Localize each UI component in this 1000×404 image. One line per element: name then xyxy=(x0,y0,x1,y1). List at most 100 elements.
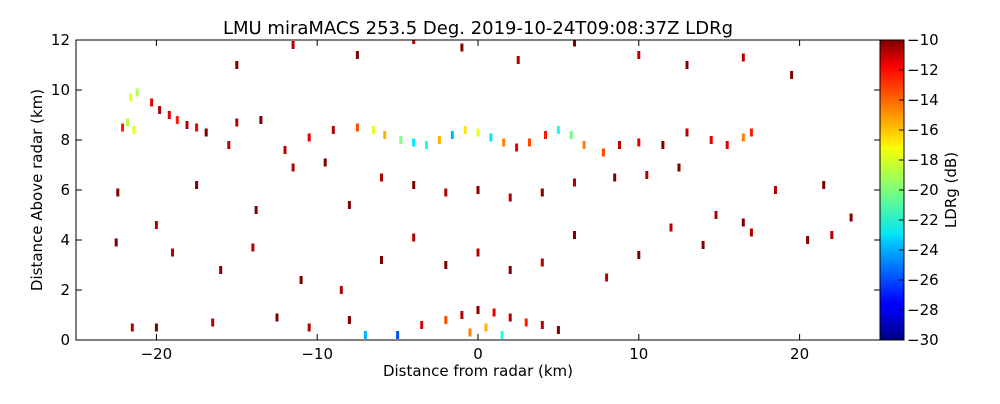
radar-return-point xyxy=(516,56,520,64)
radar-return-point xyxy=(637,138,641,147)
radar-return-point xyxy=(556,126,560,134)
radar-return-point xyxy=(154,323,158,332)
radar-return-point xyxy=(347,316,351,324)
radar-return-point xyxy=(569,131,573,139)
radar-return-point xyxy=(528,138,531,147)
radar-return-point xyxy=(425,141,428,149)
radar-return-point xyxy=(235,61,239,69)
radar-return-point xyxy=(323,158,327,167)
chart-title: LMU miraMACS 253.5 Deg. 2019-10-24T09:08… xyxy=(223,18,733,39)
radar-return-point xyxy=(460,43,464,52)
radar-return-point xyxy=(540,321,544,329)
y-axis: 0 2 4 6 8 10 12 xyxy=(51,31,880,349)
radar-return-point xyxy=(129,93,133,102)
radar-return-point xyxy=(114,238,118,247)
colorbar-tick-label: −26 xyxy=(907,271,939,289)
radar-return-point xyxy=(450,131,454,139)
radar-return-point xyxy=(412,181,416,189)
radar-return-point xyxy=(291,41,295,49)
radar-return-point xyxy=(508,193,512,202)
radar-return-point xyxy=(204,128,208,137)
radar-return-point xyxy=(291,163,295,172)
radar-return-point xyxy=(355,123,359,132)
radar-return-point xyxy=(524,318,528,327)
radar-return-point xyxy=(669,223,673,232)
colorbar-tick-label: −12 xyxy=(907,61,939,79)
colorbar-tick-label: −20 xyxy=(907,181,939,199)
radar-return-point xyxy=(701,241,705,249)
radar-return-point xyxy=(363,331,367,339)
radar-return-point xyxy=(283,146,287,154)
radar-return-point xyxy=(135,88,139,97)
radar-return-point xyxy=(822,181,826,189)
x-tick-label: −20 xyxy=(141,345,173,363)
radar-return-point xyxy=(685,61,689,69)
radar-return-point xyxy=(484,323,488,332)
radar-return-point xyxy=(508,266,512,274)
radar-return-point xyxy=(154,221,158,229)
radar-return-point xyxy=(508,313,512,322)
radar-return-point xyxy=(175,116,179,124)
radar-return-point xyxy=(307,323,311,332)
radar-return-point xyxy=(573,178,576,187)
radar-return-point xyxy=(219,266,223,274)
radar-return-point xyxy=(396,331,400,339)
radar-return-point xyxy=(126,118,129,127)
y-axis-label: Distance Above radar (km) xyxy=(28,89,46,291)
radar-return-point xyxy=(412,138,416,147)
radar-return-point xyxy=(468,328,472,337)
radar-return-point xyxy=(275,313,279,322)
radar-return-point xyxy=(637,51,641,59)
radar-return-point xyxy=(339,286,343,294)
radar-return-point xyxy=(116,188,120,197)
radar-return-point xyxy=(307,133,311,142)
radar-return-point xyxy=(709,136,713,144)
radar-return-point xyxy=(500,331,504,339)
radar-return-point xyxy=(331,126,335,134)
y-tick-label: 2 xyxy=(60,281,70,299)
radar-return-point xyxy=(130,323,134,332)
radar-return-point xyxy=(790,71,794,79)
radar-return-point xyxy=(251,243,255,252)
y-tick-label: 6 xyxy=(60,181,70,199)
radar-returns xyxy=(114,40,853,339)
y-tick-label: 0 xyxy=(60,331,70,349)
radar-return-point xyxy=(412,233,416,242)
colorbar-tick-label: −30 xyxy=(907,331,939,349)
colorbar-tick-label: −14 xyxy=(907,91,939,109)
radar-return-point xyxy=(171,248,174,257)
radar-return-point xyxy=(806,236,810,244)
colorbar-tick-label: −18 xyxy=(907,151,939,169)
colorbar-tick-label: −24 xyxy=(907,241,939,259)
radar-return-point xyxy=(476,306,480,314)
radar-return-point xyxy=(741,218,745,227)
x-tick-label: 10 xyxy=(629,345,648,363)
radar-return-point xyxy=(476,128,480,137)
y-tick-label: 8 xyxy=(60,131,70,149)
radar-return-point xyxy=(774,186,777,194)
radar-return-point xyxy=(492,308,496,317)
radar-return-point xyxy=(132,126,136,134)
radar-return-point xyxy=(211,318,215,327)
radar-return-point xyxy=(556,326,560,334)
radar-return-point xyxy=(613,173,617,182)
radar-return-point xyxy=(380,173,383,182)
radar-return-point xyxy=(185,121,189,129)
radar-return-point xyxy=(601,148,605,157)
radar-return-point xyxy=(502,138,506,147)
radar-return-point xyxy=(849,213,853,222)
y-tick-label: 10 xyxy=(51,81,70,99)
radar-return-point xyxy=(605,273,609,282)
radar-return-point xyxy=(830,231,834,239)
colorbar-tick-label: −16 xyxy=(907,121,939,139)
radar-return-point xyxy=(741,53,745,62)
colorbar-label: LDRg (dB) xyxy=(942,152,960,228)
radar-return-point xyxy=(150,98,154,107)
radar-return-point xyxy=(714,211,718,219)
radar-return-point xyxy=(749,128,753,137)
radar-return-point xyxy=(749,228,753,237)
radar-return-point xyxy=(195,181,199,189)
radar-return-point xyxy=(355,51,359,59)
